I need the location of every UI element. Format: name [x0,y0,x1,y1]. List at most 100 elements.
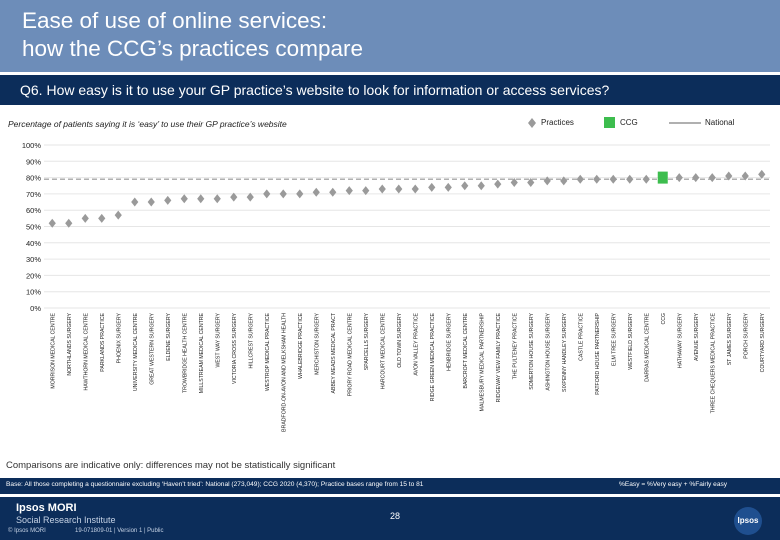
practice-marker [725,171,733,181]
y-tick-label: 40% [26,239,41,248]
ipsos-icon: Ipsos [734,507,762,535]
x-tick-label: SPARCELLS SURGERY [364,312,370,370]
x-tick-label: HARCOURT MEDICAL CENTRE [380,312,386,389]
practice-marker [81,213,89,223]
x-tick-label: AVON VALLEY PRACTICE [413,312,419,375]
slide-title: Ease of use of online services: how the … [22,7,722,63]
x-tick-label: ASHINGTON HOUSE SURGERY [545,312,551,390]
practice-marker [48,218,56,228]
y-tick-label: 100% [22,141,42,150]
x-tick-label: THREE CHEQUERS MEDICAL PRACTICE [710,312,716,413]
practice-marker [312,187,320,197]
practice-marker [329,187,337,197]
x-tick-label: UNIVERSITY MEDICAL CENTRE [133,312,139,391]
legend-label-national: National [705,118,735,127]
practice-marker [230,192,238,202]
x-tick-label: WEST WAY SURGERY [215,312,221,367]
x-tick-label: COURTYARD SURGERY [760,312,766,372]
y-tick-label: 50% [26,223,41,232]
x-tick-label: WHALEBRIDGE PRACTICE [298,312,304,379]
ipsos-icon-label: Ipsos [737,516,759,525]
practice-marker [527,177,535,187]
x-tick-label: CCG [661,313,667,325]
ccg-marker [657,171,668,184]
practice-marker [477,181,485,191]
practice-marker [378,184,386,194]
practice-marker [642,174,650,184]
x-tick-label: PHOENIX SURGERY [116,312,122,363]
national-line-icon [669,122,701,124]
x-tick-label: HILLCREST SURGERY [248,312,254,368]
practice-marker [197,194,205,204]
question-bar: Q6. How easy is it to use your GP practi… [0,75,780,105]
x-tick-label: BRADFORD-ON-AVON AND MELKSHAM HEALTH [281,313,287,432]
survey-question: Q6. How easy is it to use your GP practi… [20,82,610,98]
practice-marker [593,174,601,184]
legend-label-practices: Practices [541,118,574,127]
practice-marker [131,197,139,207]
practice-marker [692,173,700,183]
practice-marker [411,184,419,194]
x-tick-label: NORTHLANDS SURGERY [67,312,73,375]
practice-marker [708,173,716,183]
practice-marker [98,213,106,223]
slide-title-line-1: Ease of use of online services: [22,8,328,33]
x-tick-label: AVENUE SURGERY [694,312,700,360]
y-tick-label: 0% [30,304,41,313]
x-tick-label: ELDENE SURGERY [166,312,172,360]
y-tick-label: 60% [26,206,41,215]
practice-marker [345,186,353,196]
x-tick-label: ABBEY MEADS MEDICAL PRACT [331,312,337,393]
x-tick-label: SOMERTON HOUSE SURGERY [529,312,535,389]
practice-marker [560,176,568,186]
x-tick-label: VICTORIA CROSS SURGERY [232,312,238,384]
y-tick-label: 20% [26,271,41,280]
practice-marker [741,171,749,181]
x-tick-label: ELM TREE SURGERY [611,312,617,365]
x-tick-label: HATHAWAY SURGERY [677,312,683,368]
y-tick-label: 10% [26,288,41,297]
title-bar: Ease of use of online services: how the … [0,0,780,72]
practice-marker [609,174,617,184]
y-tick-label: 30% [26,255,41,264]
practice-marker [626,174,634,184]
x-tick-label: TROWBRIDGE HEALTH CENTRE [182,312,188,393]
practice-diamond-icon [528,118,536,128]
practice-marker [213,194,221,204]
page-number: 28 [389,511,400,521]
x-tick-label: OLD TOWN SURGERY [397,312,403,367]
x-tick-label: PATFORD HOUSE PARTNERSHIP [595,312,601,394]
practice-marker [263,189,271,199]
practice-marker [494,179,502,189]
logo-line-2: Social Research Institute [16,515,116,525]
practice-marker [510,177,518,187]
practice-marker [444,182,452,192]
practice-marker [543,176,551,186]
x-tick-label: SIXPENNY HANDLEY SURGERY [562,312,568,392]
x-tick-label: PARKLANDS PRACTICE [100,312,106,371]
copyright: © Ipsos MORI [8,528,46,534]
x-tick-label: MILLSTREAM MEDICAL CENTRE [199,312,205,393]
practice-marker [461,181,469,191]
x-tick-label: MORRISON MEDICAL CENTRE [50,312,56,388]
x-tick-label: HENBRIDGE SURGERY [446,312,452,370]
practice-marker [279,189,287,199]
slide-title-line-2: how the CCG’s practices compare [22,36,363,61]
footer: Ipsos MORI Social Research Institute © I… [0,497,780,540]
practice-marker [164,195,172,205]
y-tick-label: 80% [26,174,41,183]
chart-plot: 0% 10% 20% 30% 40% 50% 60% 70% 80% 90% 100% MORRISO… [22,141,770,432]
practice-marker [576,174,584,184]
x-tick-label: MALMESBURY MEDICAL PARTNERSHIP [479,312,485,411]
y-tick-label: 90% [26,157,41,166]
practice-marker [758,169,766,179]
easy-definition: %Easy = %Very easy + %Fairly easy [619,481,728,488]
x-tick-label: RIDGEWAY VIEW FAMILY PRACTICE [496,312,502,402]
x-tick-label: GREAT WESTERN SURGERY [149,312,155,384]
job-reference: 19-071809-01 | Version 1 | Public [75,528,164,534]
base-bar: Base: All those completing a questionnai… [0,478,780,494]
comparison-note: Comparisons are indicative only: differe… [6,460,336,471]
ccg-square-icon [604,117,615,128]
x-tick-label: RIDGE GREEN MEDICAL PRACTICE [430,312,436,401]
x-tick-label: WESTROP MEDICAL PRACTICE [265,312,271,391]
